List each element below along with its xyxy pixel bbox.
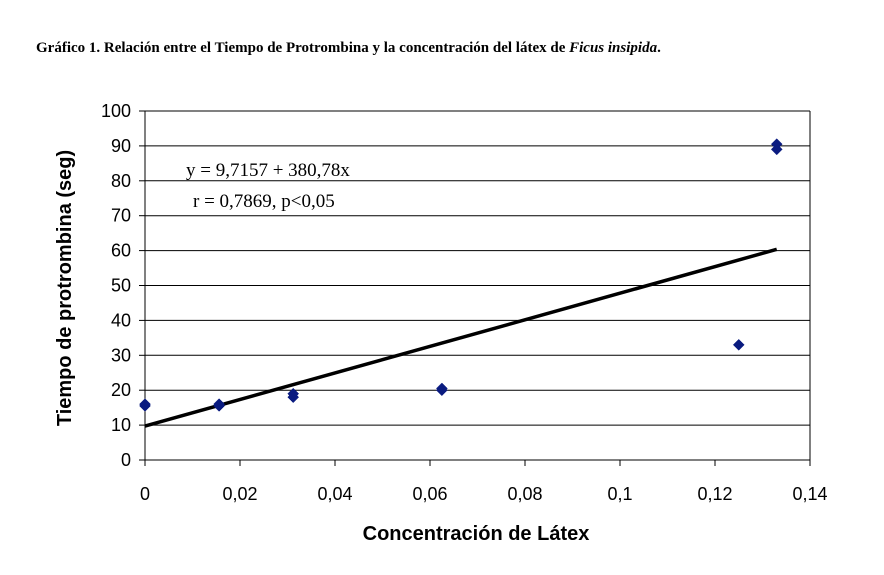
- data-point: [139, 398, 151, 411]
- trendline-group: [144, 247, 778, 428]
- chart-title-end: .: [657, 40, 661, 56]
- y-tick-label: 50: [111, 276, 131, 296]
- x-tick-label: 0,04: [317, 484, 352, 504]
- x-tick-label: 0,1: [607, 484, 632, 504]
- y-tick-label: 60: [111, 241, 131, 261]
- y-tick-label: 20: [111, 380, 131, 400]
- data-point: [770, 138, 783, 151]
- data-point: [732, 338, 745, 351]
- tick-labels: 0 10 20 30 40 50 60 70 80 90 100 0 0,02 0,04 0,06 0,08 0…: [101, 101, 828, 504]
- data-point: [436, 382, 448, 395]
- x-tick-label: 0,12: [697, 484, 732, 504]
- y-tick-label: 0: [121, 450, 131, 470]
- chart-title-main: Gráfico 1. Relación entre el Tiempo de P…: [36, 40, 569, 56]
- x-tick-label: 0,06: [412, 484, 447, 504]
- chart-title: Gráfico 1. Relación entre el Tiempo de P…: [36, 40, 661, 56]
- x-axis-label: Concentración de Látex: [363, 523, 590, 545]
- equation-annotation: y = 9,7157 + 380,78x: [186, 160, 350, 181]
- y-tick-label: 30: [111, 345, 131, 365]
- stats-annotation: r = 0,7869, p<0,05: [193, 191, 335, 212]
- chart-title-italic: Ficus insipida: [568, 40, 657, 56]
- y-tick-label: 90: [111, 136, 131, 156]
- y-tick-label: 10: [111, 415, 131, 435]
- x-tick-label: 0,14: [792, 484, 827, 504]
- y-axis-label: Tiempo de protrombina (seg): [54, 150, 76, 426]
- x-tick-label: 0: [140, 484, 150, 504]
- y-tick-label: 80: [111, 171, 131, 191]
- x-tick-label: 0,02: [222, 484, 257, 504]
- trendline: [144, 247, 778, 428]
- y-tick-label: 100: [101, 101, 131, 121]
- y-tick-label: 40: [111, 310, 131, 330]
- gridlines: [145, 110, 810, 426]
- data-point: [213, 398, 225, 411]
- data-points: [139, 138, 783, 412]
- y-tick-label: 70: [111, 206, 131, 226]
- data-point: [287, 387, 300, 400]
- x-tick-label: 0,08: [507, 484, 542, 504]
